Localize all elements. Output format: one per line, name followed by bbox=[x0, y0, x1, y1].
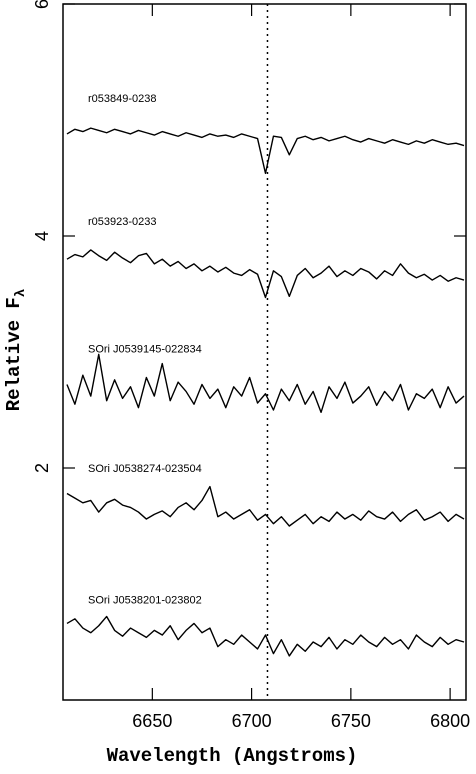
y-axis-label: Relative Fλ bbox=[3, 289, 29, 411]
y-axis-label-main: Relative F bbox=[3, 297, 25, 411]
spectrum-line bbox=[66, 127, 465, 175]
spectrum-line bbox=[66, 249, 465, 299]
y-tick-label: 2 bbox=[32, 463, 52, 473]
x-tick-label: 6700 bbox=[232, 711, 272, 731]
spectrum-line bbox=[66, 615, 465, 657]
spectrum-line bbox=[66, 353, 465, 414]
series-label: SOri J0538274-023504 bbox=[88, 463, 202, 475]
x-tick-label: 6800 bbox=[430, 711, 470, 731]
x-tick-label: 6650 bbox=[132, 711, 172, 731]
x-axis-label: Wavelength (Angstroms) bbox=[107, 745, 358, 767]
series-label: r053923-0233 bbox=[88, 216, 157, 228]
y-axis-label-subscript: λ bbox=[13, 289, 29, 297]
y-tick-label: 4 bbox=[32, 231, 52, 241]
spectrum-line bbox=[66, 485, 465, 527]
plot-frame bbox=[62, 3, 467, 701]
series-label: SOri J0539145-022834 bbox=[88, 344, 202, 356]
x-tick-label: 6750 bbox=[331, 711, 371, 731]
y-tick-label: 6 bbox=[32, 0, 52, 9]
series-label: SOri J0538201-023802 bbox=[88, 594, 202, 606]
series-label: r053849-0238 bbox=[88, 93, 157, 105]
